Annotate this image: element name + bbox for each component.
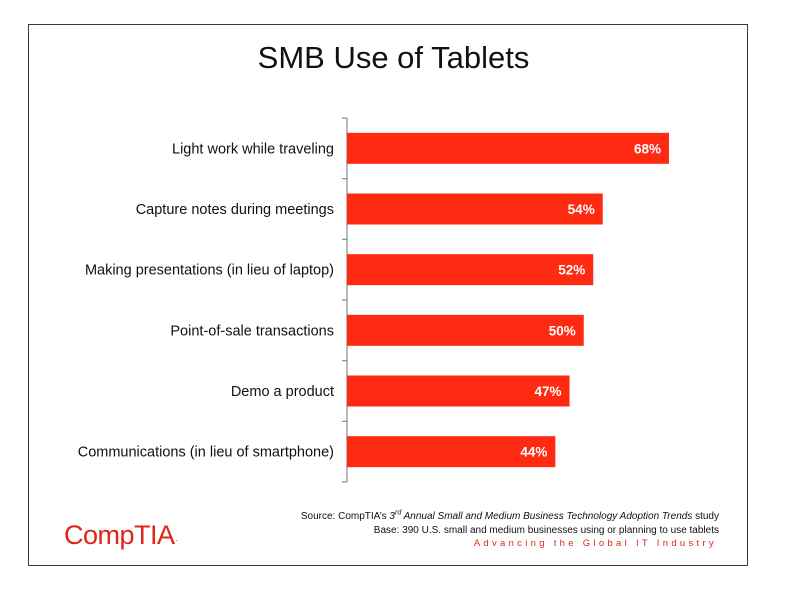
- category-label: Light work while traveling: [172, 141, 334, 157]
- chart-title: SMB Use of Tablets: [257, 40, 530, 75]
- tagline: Advancing the Global IT Industry: [473, 538, 717, 549]
- value-label: 50%: [549, 323, 576, 338]
- bar: [347, 375, 570, 407]
- value-label: 44%: [520, 445, 547, 460]
- value-label: 47%: [535, 384, 562, 399]
- logo-text: CompTIA: [64, 520, 175, 550]
- source-note: Source: CompTIA’s 3rd Annual Small and M…: [301, 510, 719, 538]
- category-label: Point-of-sale transactions: [170, 323, 334, 339]
- source-prefix: Source: CompTIA’s: [300, 511, 390, 522]
- source-line-1: Source: CompTIA’s 3rd Annual Small and M…: [301, 510, 719, 524]
- value-label: 54%: [568, 202, 595, 217]
- category-label: Capture notes during meetings: [136, 202, 334, 218]
- bar: [347, 254, 594, 286]
- category-label: Communications (in lieu of smartphone): [78, 445, 334, 461]
- source-suffix: study: [692, 511, 719, 522]
- value-label: 52%: [558, 263, 585, 278]
- comptia-logo: CompTIA.: [64, 520, 178, 551]
- bar: [347, 436, 556, 468]
- source-ordinal-sup: rd: [394, 509, 402, 517]
- category-label: Making presentations (in lieu of laptop): [85, 263, 334, 279]
- bar: [347, 314, 584, 346]
- chart-frame: [28, 24, 748, 566]
- category-label: Demo a product: [231, 384, 334, 400]
- logo-mark: .: [175, 534, 178, 543]
- bar: [347, 193, 603, 225]
- source-line-2: Base: 390 U.S. small and medium business…: [373, 525, 719, 536]
- bar: [347, 132, 669, 164]
- source-study-name: Annual Small and Medium Business Technol…: [401, 511, 693, 522]
- value-label: 68%: [634, 141, 661, 156]
- source-ordinal: 3: [389, 511, 395, 522]
